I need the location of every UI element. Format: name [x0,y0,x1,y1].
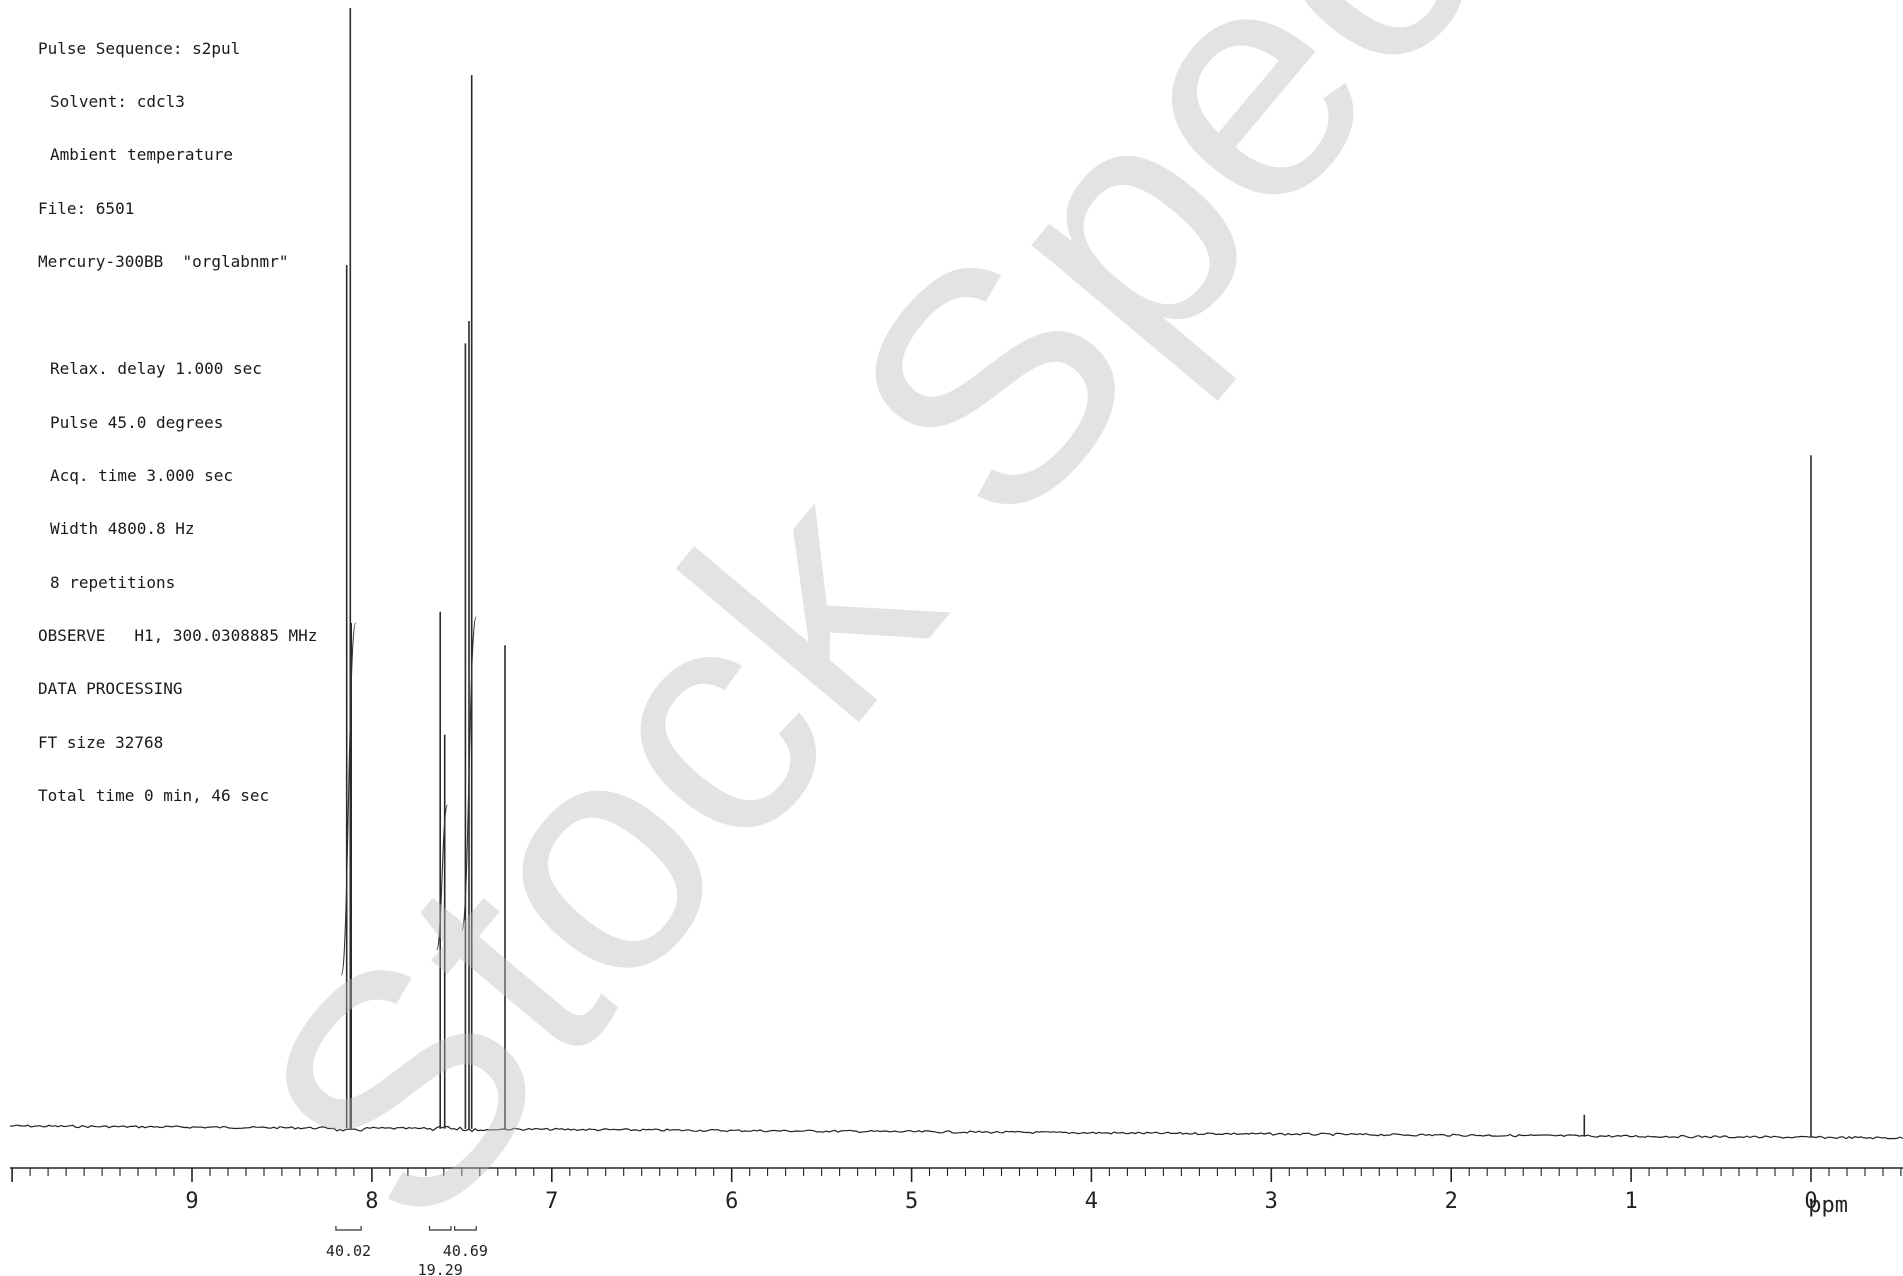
integral-value-1: 19.29 [418,1261,463,1276]
integral-bracket-2 [454,1226,477,1231]
width-label: Width 4800.8 Hz [50,519,195,539]
tick-label: 1 [1624,1189,1637,1214]
tick-label: 0 [1804,1189,1817,1214]
tick-label: 6 [725,1189,738,1214]
peak-lines [345,8,1812,1138]
repetitions-label: 8 repetitions [50,572,176,592]
acq-time-label: Acq. time 3.000 sec [50,465,234,485]
tick-label: 8 [365,1189,378,1214]
solvent-label: Solvent: cdcl3 [50,91,185,111]
observe-label: OBSERVE H1, 300.0308885 MHz [38,626,318,646]
integral-bracket-0 [335,1226,362,1231]
tick-label: 5 [905,1189,918,1214]
data-processing-label: DATA PROCESSING [38,679,183,699]
tick-label: 2 [1445,1189,1458,1214]
pulse-sequence-label: Pulse Sequence: s2pul [38,38,241,58]
tick-label: 4 [1085,1189,1098,1214]
acquisition-parameters: Pulse Sequence: s2pul Solvent: cdcl3 Amb… [38,4,317,823]
pulse-label: Pulse 45.0 degrees [50,412,224,432]
integral-curve-2 [436,804,448,951]
total-time-label: Total time 0 min, 46 sec [38,786,270,806]
baseline-trace [9,1124,1903,1140]
file-label: File: 6501 [38,198,135,218]
tick-label: 3 [1265,1189,1278,1214]
integral-value-2: 40.69 [443,1242,488,1260]
tick-label: 9 [185,1189,198,1214]
spectrum-trace [9,1124,1903,1140]
integral-curve-1 [340,622,357,976]
integral-value-0: 40.02 [326,1242,371,1260]
x-axis-label: ppm [1808,1193,1848,1218]
ft-size-label: FT size 32768 [38,732,164,752]
integral-curve-3 [461,616,477,931]
instrument-label: Mercury-300BB "orglabnmr" [38,252,289,272]
relax-delay-label: Relax. delay 1.000 sec [50,359,262,379]
integral-bracket-1 [428,1226,452,1231]
tick-label: 7 [545,1189,558,1214]
temperature-label: Ambient temperature [50,145,234,165]
